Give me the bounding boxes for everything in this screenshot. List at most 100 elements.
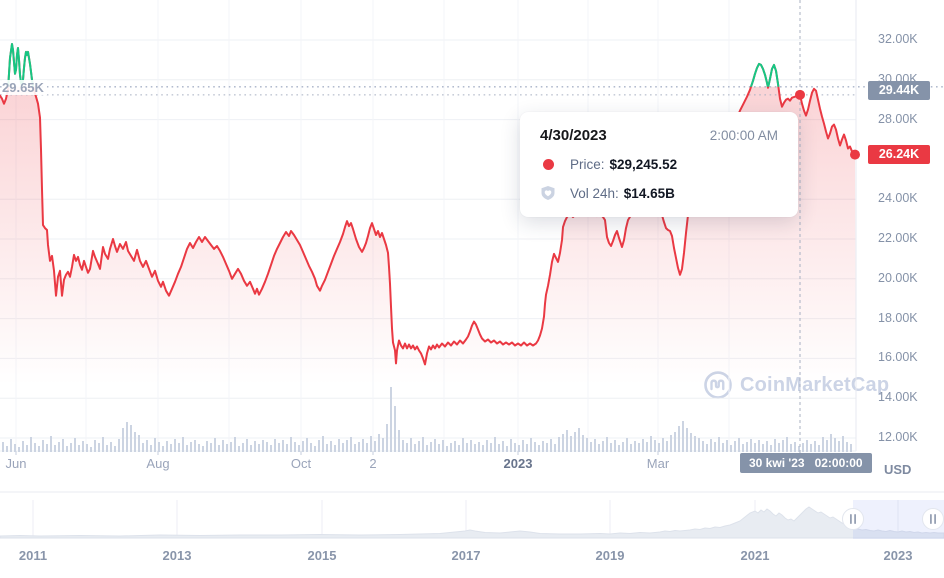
tooltip-time: 2:00:00 AM xyxy=(709,128,778,143)
volume-bar xyxy=(394,406,396,452)
x-tick xyxy=(157,451,159,455)
volume-bar xyxy=(722,443,724,452)
volume-bar xyxy=(342,443,344,452)
volume-bar xyxy=(730,445,732,452)
volume-bar xyxy=(82,441,84,452)
volume-bar xyxy=(542,441,544,452)
volume-bar xyxy=(654,440,656,452)
volume-bar xyxy=(782,440,784,452)
volume-bar xyxy=(270,445,272,452)
volume-bar xyxy=(142,443,144,452)
timeline-year-2021: 2021 xyxy=(740,548,770,563)
last-point-dot xyxy=(850,149,860,160)
volume-bar xyxy=(450,443,452,452)
volume-bar xyxy=(574,432,576,452)
hover-point-dot xyxy=(795,89,805,100)
volume-bar xyxy=(582,435,584,452)
volume-bar xyxy=(850,444,852,452)
volume-bar xyxy=(266,442,268,452)
volume-bar xyxy=(238,446,240,452)
volume-bar xyxy=(422,437,424,452)
volume-bar xyxy=(842,436,844,452)
volume-bar xyxy=(2,442,4,452)
volume-bar xyxy=(202,446,204,452)
volume-bar xyxy=(374,441,376,452)
volume-bar xyxy=(310,443,312,452)
volume-bar xyxy=(350,437,352,452)
timeline-year-2019: 2019 xyxy=(595,548,625,563)
y-axis-tick-20.00K: 20.00K xyxy=(878,270,918,285)
volume-bar xyxy=(178,443,180,452)
volume-bar xyxy=(506,446,508,452)
volume-bar xyxy=(678,426,680,452)
minimap-range-handle[interactable] xyxy=(842,508,864,530)
volume-bar xyxy=(746,442,748,452)
volume-bar xyxy=(686,428,688,452)
volume-bar xyxy=(194,440,196,452)
volume-bar xyxy=(682,421,684,452)
shield-heart-icon xyxy=(540,185,556,201)
volume-bar xyxy=(818,445,820,452)
volume-bar xyxy=(286,444,288,452)
volume-bar xyxy=(734,441,736,452)
x-axis-label-Jun: Jun xyxy=(5,456,27,471)
volume-bar xyxy=(466,443,468,452)
minimap-range-handle[interactable] xyxy=(922,508,944,530)
volume-bar xyxy=(346,440,348,452)
volume-bar xyxy=(742,444,744,452)
volume-bar xyxy=(706,444,708,452)
volume-bar xyxy=(354,444,356,452)
volume-bar xyxy=(66,446,68,452)
volume-bar xyxy=(650,436,652,452)
volume-bar xyxy=(10,439,12,452)
volume-bar xyxy=(326,444,328,452)
volume-bar xyxy=(74,438,76,452)
volume-bar xyxy=(318,440,320,452)
volume-bar xyxy=(306,438,308,452)
volume-bar xyxy=(158,442,160,452)
volume-bar xyxy=(766,441,768,452)
volume-bar xyxy=(510,439,512,452)
volume-bar xyxy=(150,445,152,452)
volume-bar xyxy=(166,441,168,452)
volume-bar xyxy=(26,445,28,452)
volume-bar xyxy=(630,444,632,452)
x-axis-label-Aug: Aug xyxy=(146,456,170,471)
timeline-year-2013: 2013 xyxy=(162,548,192,563)
volume-bar xyxy=(390,387,392,452)
volume-bar xyxy=(186,445,188,452)
volume-bar xyxy=(714,442,716,452)
volume-bar xyxy=(786,437,788,452)
y-axis-tick-14.00K: 14.00K xyxy=(878,390,918,405)
volume-bar xyxy=(434,439,436,452)
volume-bar xyxy=(846,442,848,452)
volume-bar xyxy=(594,439,596,452)
price-area-fill xyxy=(0,86,856,451)
volume-bar xyxy=(34,443,36,452)
volume-bar xyxy=(518,445,520,452)
cursor-date-badge: 30 kwi '23 02:00:00 xyxy=(740,453,872,473)
volume-bar xyxy=(478,442,480,452)
volume-bar xyxy=(110,442,112,452)
volume-bar xyxy=(670,435,672,452)
volume-bar xyxy=(806,440,808,452)
x-tick xyxy=(15,451,17,455)
y-axis-tick-32.00K: 32.00K xyxy=(878,32,918,46)
volume-bar xyxy=(138,435,140,452)
volume-bar xyxy=(762,444,764,452)
volume-bar xyxy=(638,443,640,452)
tooltip-date: 4/30/2023 xyxy=(540,127,607,144)
volume-bar xyxy=(98,443,100,452)
volume-bar xyxy=(826,440,828,452)
volume-bar xyxy=(606,437,608,452)
volume-bar xyxy=(282,440,284,452)
timeline-year-2011: 2011 xyxy=(18,548,48,563)
volume-bar xyxy=(126,422,128,452)
volume-bar xyxy=(822,437,824,452)
volume-bar xyxy=(302,441,304,452)
volume-bar xyxy=(658,443,660,452)
volume-bar xyxy=(378,434,380,452)
volume-bar xyxy=(534,442,536,452)
volume-bar xyxy=(262,440,264,452)
